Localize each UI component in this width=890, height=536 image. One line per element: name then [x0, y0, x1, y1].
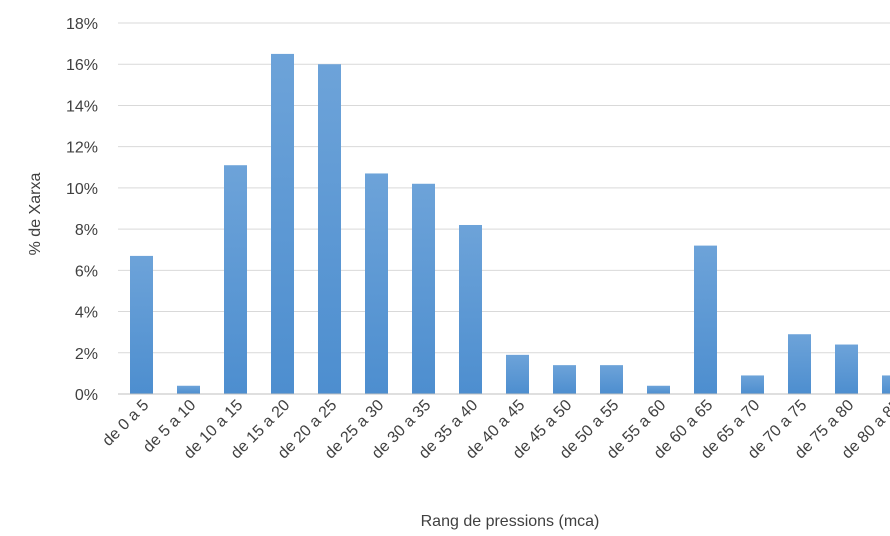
bar — [741, 375, 764, 394]
y-tick-label: 18% — [66, 16, 98, 33]
y-tick-label: 2% — [75, 346, 98, 363]
bar — [459, 224, 482, 394]
bars — [130, 53, 890, 395]
y-tick-label: 4% — [75, 305, 98, 322]
y-tick-label: 14% — [66, 98, 98, 115]
y-tick-label: 12% — [66, 140, 98, 157]
y-tick-label: 16% — [66, 57, 98, 74]
bar — [224, 165, 247, 394]
bar — [882, 375, 890, 394]
bar — [553, 365, 576, 394]
y-tick-label: 8% — [75, 222, 98, 239]
bar — [835, 344, 858, 394]
bar — [412, 183, 435, 394]
bar — [647, 385, 670, 394]
bar — [506, 354, 529, 394]
x-axis-title: Rang de pressions (mca) — [421, 513, 600, 530]
y-tick-label: 6% — [75, 263, 98, 280]
bar — [788, 334, 811, 394]
y-axis-title: % de Xarxa — [27, 173, 44, 256]
bar — [271, 53, 294, 395]
y-tick-label: 0% — [75, 387, 98, 404]
bar — [694, 245, 717, 394]
y-tick-label: 10% — [66, 181, 98, 198]
bar — [130, 255, 153, 394]
y-axis-tick-labels: 0% 2% 4% 6% 8% 10% 12% 14% 16% 18% — [66, 16, 98, 404]
bar — [177, 385, 200, 394]
bar — [318, 64, 341, 394]
bar — [600, 365, 623, 394]
bar — [365, 173, 388, 394]
